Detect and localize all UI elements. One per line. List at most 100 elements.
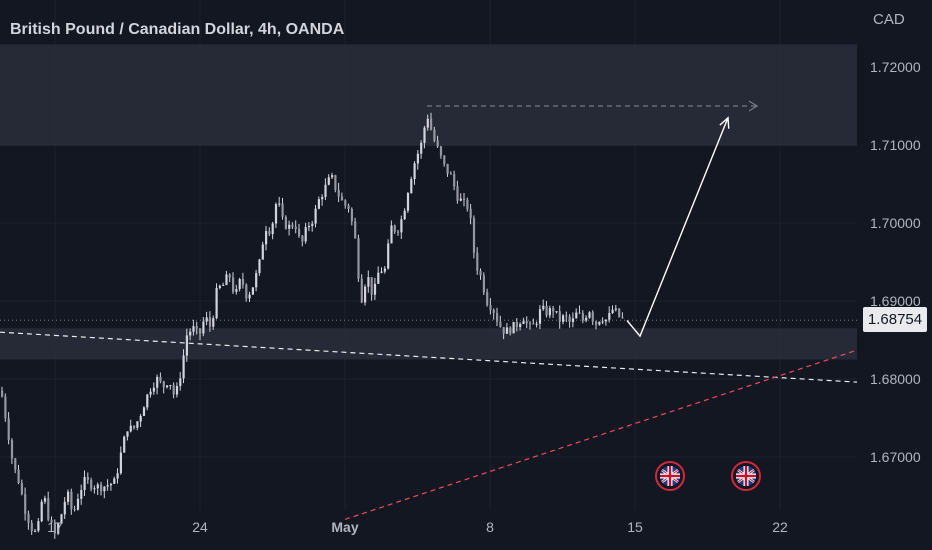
price-tick-label: 1.68000	[870, 371, 921, 387]
candle-body	[119, 452, 122, 474]
candle-body	[505, 327, 509, 334]
candle-body	[116, 473, 119, 479]
candle-body	[10, 440, 14, 459]
candle-body	[373, 283, 377, 295]
candle-body	[439, 146, 443, 156]
candle-body	[324, 184, 327, 197]
candle-body	[182, 355, 185, 379]
candle-body	[123, 436, 126, 453]
candle-body	[30, 522, 33, 532]
candle-body	[598, 321, 601, 325]
candle-body	[133, 425, 136, 428]
candle-body	[53, 522, 56, 534]
time-tick-label: 17	[47, 519, 63, 535]
candle-body	[614, 308, 617, 310]
candle-body	[558, 311, 561, 322]
price-tick-label: 1.67000	[870, 449, 921, 465]
candle-body	[456, 186, 459, 201]
candle-body	[100, 484, 103, 492]
candle-body	[350, 208, 353, 222]
candle-body	[423, 127, 426, 143]
candle-body	[20, 483, 23, 495]
candle-body	[212, 318, 215, 327]
candle-body	[251, 287, 254, 295]
candle-body	[433, 129, 436, 141]
candle-body	[565, 315, 568, 317]
price-tick-label: 1.71000	[870, 137, 921, 153]
time-tick-label: 15	[627, 519, 643, 535]
candle-body	[172, 385, 175, 395]
candle-body	[463, 198, 466, 200]
candle-body	[294, 226, 297, 229]
candle-body	[60, 514, 63, 524]
candle-body	[469, 208, 472, 219]
candle-body	[545, 305, 548, 316]
candle-body	[406, 193, 410, 211]
candle-body	[347, 205, 350, 209]
candle-body	[466, 199, 469, 209]
candle-body	[225, 274, 228, 285]
candle-body	[393, 225, 396, 232]
candle-body	[489, 304, 492, 311]
flag-cross-v-red	[668, 466, 672, 486]
candle-body	[218, 285, 221, 288]
candle-body	[50, 519, 53, 523]
candle-body	[73, 508, 76, 510]
candle-body	[195, 326, 198, 329]
candle-body	[357, 238, 360, 279]
candle-body	[149, 391, 152, 395]
candle-body	[562, 315, 565, 322]
candle-body	[139, 415, 142, 422]
candle-body	[189, 331, 192, 336]
candle-body	[532, 323, 535, 325]
candle-body	[618, 308, 621, 317]
candle-body	[298, 228, 301, 236]
candle-body	[86, 476, 89, 480]
candle-body	[443, 155, 446, 164]
candle-body	[331, 175, 334, 178]
candle-body	[40, 501, 43, 522]
candle-body	[307, 225, 311, 228]
white-trendline	[0, 331, 858, 383]
candle-body	[248, 294, 251, 299]
candle-body	[492, 310, 495, 313]
candle-body	[304, 227, 307, 242]
candle-body	[403, 210, 406, 220]
zones	[0, 44, 857, 360]
candle-body	[241, 279, 245, 285]
candle-body	[208, 317, 212, 327]
candle-body	[459, 198, 462, 201]
candle-body	[529, 323, 532, 325]
candle-body	[93, 488, 96, 490]
candle-body	[453, 173, 456, 187]
candle-body	[552, 308, 555, 312]
candle-body	[159, 376, 162, 382]
candle-body	[284, 216, 287, 229]
candle-body	[281, 203, 284, 217]
candle-body	[215, 287, 218, 319]
candle-body	[67, 491, 70, 502]
current-price-tag: 1.68754	[863, 307, 927, 332]
candle-body	[327, 177, 330, 185]
candle-body	[27, 513, 30, 523]
candle-body	[568, 316, 571, 323]
candle-body	[476, 252, 479, 271]
resistance-zone	[0, 44, 857, 146]
candle-body	[608, 313, 611, 320]
candle-body	[142, 407, 146, 416]
candle-body	[179, 378, 182, 387]
candle-body	[413, 163, 416, 180]
candle-body	[621, 316, 624, 318]
candle-body	[486, 292, 489, 305]
candle-body	[34, 530, 37, 532]
candle-body	[380, 271, 383, 273]
candle-body	[512, 322, 515, 334]
candle-body	[400, 219, 403, 233]
uk-event-badge	[731, 461, 761, 491]
candle-body	[274, 204, 278, 224]
candle-body	[63, 501, 66, 515]
candle-body	[96, 484, 99, 489]
candle-body	[7, 418, 10, 441]
